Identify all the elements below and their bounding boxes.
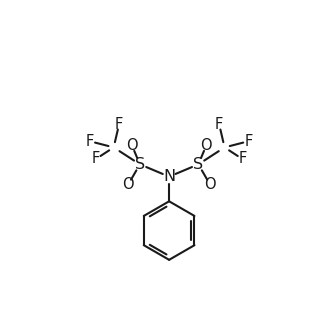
Text: N: N <box>163 169 175 184</box>
Text: F: F <box>244 134 252 149</box>
Text: O: O <box>126 138 138 153</box>
Text: F: F <box>92 151 100 166</box>
Text: S: S <box>135 157 145 172</box>
Text: S: S <box>193 157 204 172</box>
Text: F: F <box>115 117 123 132</box>
Text: O: O <box>204 177 216 192</box>
Text: F: F <box>215 117 223 132</box>
Text: F: F <box>238 151 247 166</box>
Text: O: O <box>200 138 212 153</box>
Text: F: F <box>86 134 94 149</box>
Text: O: O <box>122 177 134 192</box>
